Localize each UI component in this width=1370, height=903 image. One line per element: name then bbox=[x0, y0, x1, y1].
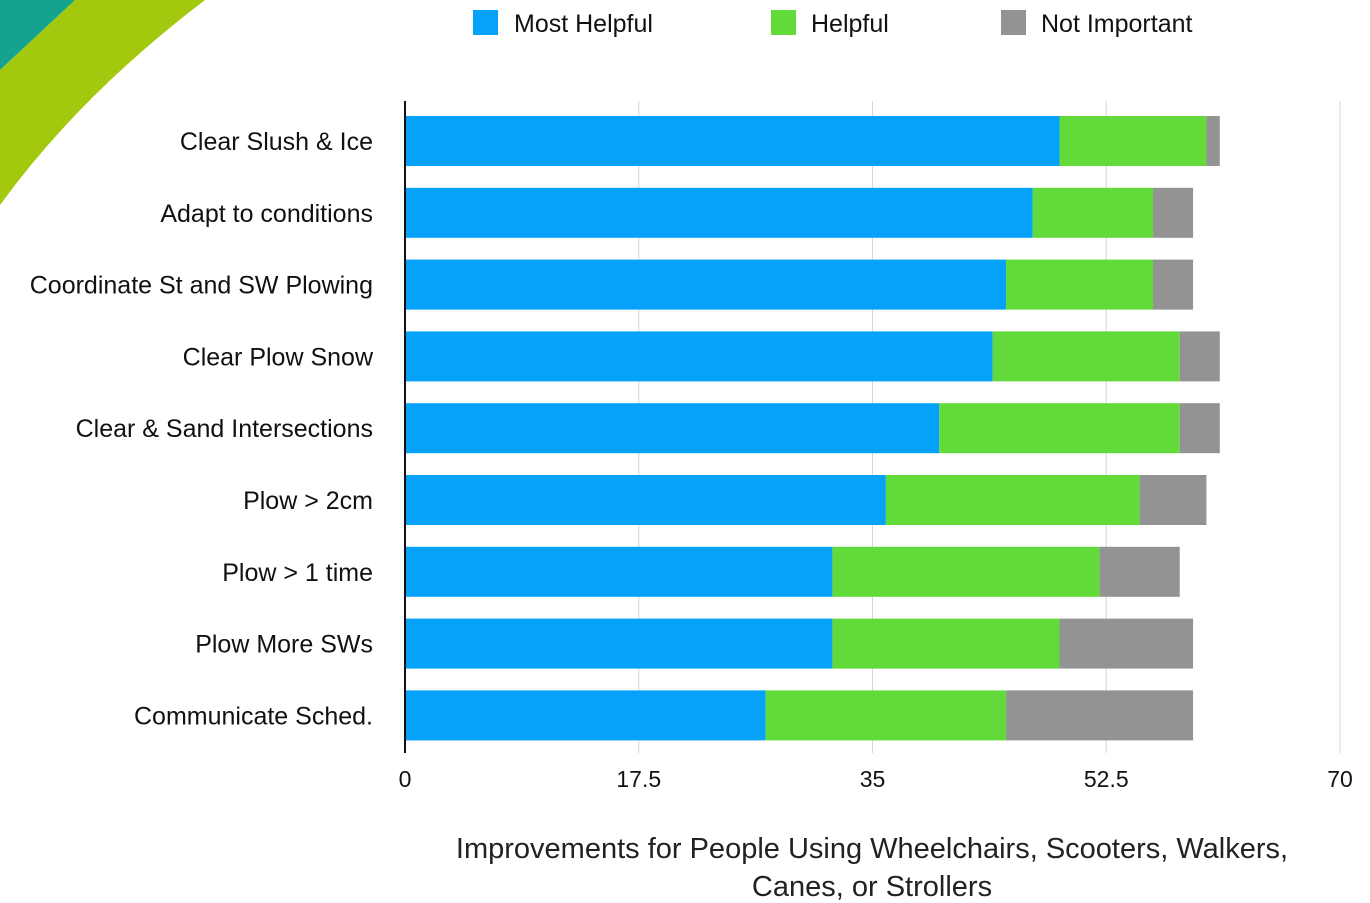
bar-1-not-important bbox=[1153, 187, 1194, 238]
category-label-7: Plow More SWs bbox=[195, 631, 373, 659]
legend-swatch-not-important bbox=[1001, 10, 1026, 35]
bar-2-not-important bbox=[1153, 259, 1194, 310]
category-label-2: Coordinate St and SW Plowing bbox=[30, 272, 373, 300]
category-label-8: Communicate Sched. bbox=[134, 702, 373, 730]
swoosh-teal-shape bbox=[0, 0, 75, 70]
bar-3-helpful bbox=[992, 331, 1180, 382]
x-tick-label-1: 17.5 bbox=[616, 766, 661, 792]
bar-5-helpful bbox=[885, 475, 1140, 525]
bar-1-helpful bbox=[1032, 187, 1153, 238]
bar-7-most-helpful bbox=[405, 618, 833, 669]
bar-0-helpful bbox=[1059, 116, 1207, 166]
legend-swatch-most-helpful bbox=[473, 10, 498, 35]
bar-6-helpful bbox=[832, 546, 1100, 597]
category-labels: Clear Slush & Ice Adapt to conditions Coor… bbox=[30, 128, 374, 730]
bars bbox=[405, 116, 1220, 741]
x-tick-label-2: 35 bbox=[860, 766, 886, 792]
category-label-1: Adapt to conditions bbox=[160, 200, 373, 228]
bar-2-most-helpful bbox=[405, 259, 1007, 310]
bar-8-not-important bbox=[1006, 690, 1194, 741]
bar-4-not-important bbox=[1179, 403, 1220, 454]
bar-0-most-helpful bbox=[405, 116, 1060, 166]
bar-1-most-helpful bbox=[405, 187, 1033, 238]
bar-8-helpful bbox=[765, 690, 1007, 741]
legend: Most Helpful Helpful Not Important bbox=[473, 10, 1193, 38]
category-label-4: Clear & Sand Intersections bbox=[76, 415, 373, 443]
x-axis-label-line-2: Canes, or Strollers bbox=[752, 871, 992, 903]
x-tick-label-3: 52.5 bbox=[1084, 766, 1129, 792]
bar-7-not-important bbox=[1059, 618, 1194, 669]
bar-5-not-important bbox=[1139, 475, 1207, 525]
category-label-5: Plow > 2cm bbox=[243, 487, 373, 515]
legend-label-not-important: Not Important bbox=[1041, 10, 1193, 38]
x-tick-label-0: 0 bbox=[399, 766, 412, 792]
bar-4-helpful bbox=[939, 403, 1180, 454]
x-tick-labels: 0 17.5 35 52.5 70 bbox=[399, 766, 1353, 792]
bar-5-most-helpful bbox=[405, 475, 886, 525]
legend-label-helpful: Helpful bbox=[811, 10, 889, 38]
legend-swatch-helpful bbox=[771, 10, 796, 35]
bar-6-not-important bbox=[1099, 546, 1180, 597]
x-axis-label-line-1: Improvements for People Using Wheelchair… bbox=[456, 833, 1288, 865]
x-tick-label-4: 70 bbox=[1327, 766, 1353, 792]
bar-7-helpful bbox=[832, 618, 1060, 669]
legend-item-helpful: Helpful bbox=[771, 10, 889, 38]
bar-0-not-important bbox=[1206, 116, 1220, 166]
bar-3-most-helpful bbox=[405, 331, 993, 382]
bar-2-helpful bbox=[1006, 259, 1153, 310]
legend-item-not-important: Not Important bbox=[1001, 10, 1193, 38]
legend-label-most-helpful: Most Helpful bbox=[514, 10, 653, 38]
category-label-6: Plow > 1 time bbox=[222, 559, 373, 587]
category-label-3: Clear Plow Snow bbox=[183, 343, 374, 371]
bar-4-most-helpful bbox=[405, 403, 940, 454]
legend-item-most-helpful: Most Helpful bbox=[473, 10, 653, 38]
corner-swoosh-decoration bbox=[0, 0, 205, 205]
swoosh-green-shape bbox=[0, 0, 205, 205]
bar-3-not-important bbox=[1179, 331, 1220, 382]
bar-6-most-helpful bbox=[405, 546, 833, 597]
bar-8-most-helpful bbox=[405, 690, 766, 741]
category-label-0: Clear Slush & Ice bbox=[180, 128, 373, 156]
